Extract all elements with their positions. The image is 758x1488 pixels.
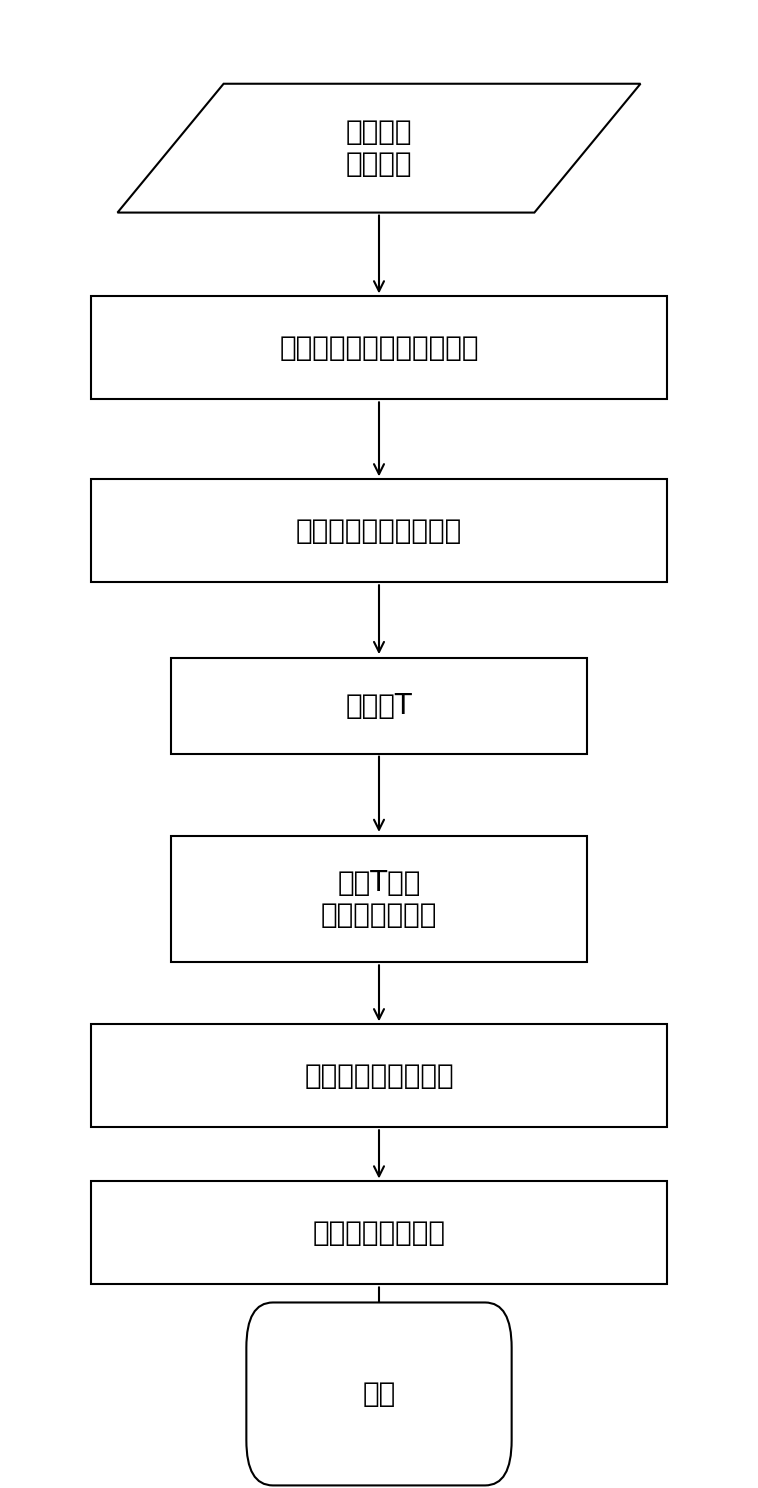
Bar — [91, 296, 667, 399]
Bar — [91, 1181, 667, 1284]
Bar — [171, 836, 587, 963]
Text: 滑动平均算法进行平滑处理: 滑动平均算法进行平滑处理 — [279, 333, 479, 362]
Text: 结束: 结束 — [362, 1379, 396, 1408]
Text: 差分计算得到导数数据: 差分计算得到导数数据 — [296, 516, 462, 545]
Polygon shape — [117, 83, 641, 213]
Text: 路口交通
流量信息: 路口交通 流量信息 — [346, 118, 412, 179]
FancyBboxPatch shape — [246, 1302, 512, 1485]
Text: 根据T区分
各时段路口状态: 根据T区分 各时段路口状态 — [321, 869, 437, 930]
Text: 取阈值T: 取阈值T — [346, 692, 412, 720]
Bar — [91, 479, 667, 582]
Bar — [171, 658, 587, 754]
Text: 合并时间过短的时段: 合并时间过短的时段 — [304, 1062, 454, 1089]
Text: 输出时段划分结果: 输出时段划分结果 — [312, 1219, 446, 1247]
Bar — [91, 1024, 667, 1128]
